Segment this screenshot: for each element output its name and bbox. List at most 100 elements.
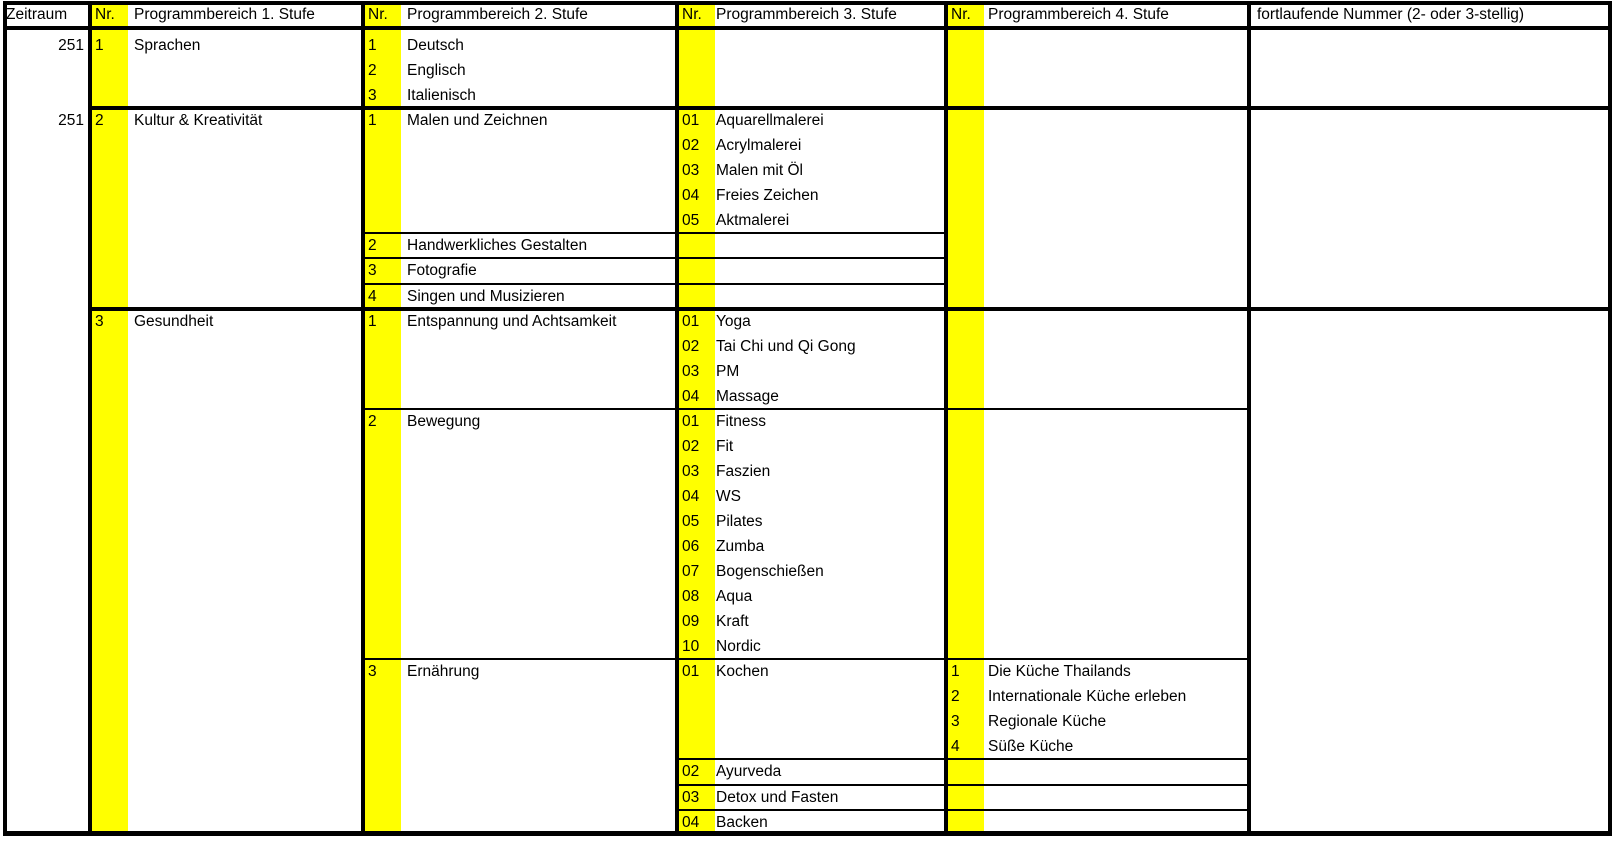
header-fortlaufende-nummer[interactable]: fortlaufende Nummer (2- oder 3-stellig): [1257, 6, 1525, 23]
cell-nr-stufe3[interactable]: 05: [682, 212, 700, 230]
cell-label-stufe2[interactable]: Englisch: [407, 62, 466, 80]
cell-nr-stufe2[interactable]: 2: [368, 412, 377, 430]
cell-nr-stufe3[interactable]: 01: [682, 663, 700, 681]
cell-label-stufe3[interactable]: Ayurveda: [716, 763, 782, 781]
cell-nr-stufe3[interactable]: 03: [682, 362, 700, 380]
grid-border-col-fortlaufend: [1247, 1, 1251, 836]
cell-nr-stufe3[interactable]: 02: [682, 137, 700, 155]
cell-label-stufe3[interactable]: Massage: [716, 387, 779, 405]
cell-label-stufe3[interactable]: Malen mit Öl: [716, 162, 803, 180]
cell-nr-stufe2[interactable]: 1: [368, 112, 377, 130]
cell-label-stufe3[interactable]: Aktmalerei: [716, 212, 790, 230]
highlight-column-nr-1: [92, 5, 128, 832]
cell-label-stufe3[interactable]: Acrylmalerei: [716, 137, 802, 155]
cell-label-stufe2[interactable]: Malen und Zeichnen: [407, 112, 548, 130]
cell-label-stufe2[interactable]: Bewegung: [407, 412, 481, 430]
cell-nr-stufe4[interactable]: 1: [951, 663, 960, 681]
cell-nr-stufe3[interactable]: 01: [682, 312, 700, 330]
header-nr-4[interactable]: Nr.: [951, 6, 971, 23]
cell-nr-stufe3[interactable]: 09: [682, 613, 700, 631]
cell-nr-stufe3[interactable]: 03: [682, 462, 700, 480]
cell-label-stufe2[interactable]: Fotografie: [407, 262, 477, 280]
cell-label-stufe3[interactable]: Tai Chi und Qi Gong: [716, 337, 856, 355]
cell-nr-stufe4[interactable]: 2: [951, 688, 960, 706]
cell-nr-stufe3[interactable]: 03: [682, 788, 700, 806]
cell-label-stufe2[interactable]: Deutsch: [407, 37, 464, 54]
row-divider-stufe3: [675, 758, 1250, 761]
cell-nr-stufe3[interactable]: 05: [682, 512, 700, 530]
cell-label-stufe3[interactable]: Fit: [716, 437, 734, 455]
header-programmbereich-2[interactable]: Programmbereich 2. Stufe: [407, 6, 588, 23]
cell-nr-stufe4[interactable]: 4: [951, 738, 960, 756]
cell-nr-stufe1[interactable]: 1: [95, 37, 104, 54]
row-divider-stufe2: [361, 658, 1250, 661]
cell-nr-stufe3[interactable]: 03: [682, 162, 700, 180]
cell-nr-stufe3[interactable]: 07: [682, 563, 700, 581]
cell-label-stufe4[interactable]: Regionale Küche: [988, 713, 1107, 731]
cell-nr-stufe3[interactable]: 01: [682, 112, 700, 130]
cell-label-stufe3[interactable]: Faszien: [716, 462, 771, 480]
cell-label-stufe3[interactable]: Freies Zeichen: [716, 187, 819, 205]
cell-nr-stufe1[interactable]: 3: [95, 312, 104, 330]
row-divider-stufe2: [361, 407, 1250, 410]
cell-label-stufe2[interactable]: Italienisch: [407, 87, 476, 105]
header-nr-2[interactable]: Nr.: [368, 6, 388, 23]
cell-label-stufe4[interactable]: Die Küche Thailands: [988, 663, 1131, 681]
cell-nr-stufe2[interactable]: 3: [368, 87, 377, 105]
cell-label-stufe3[interactable]: Kochen: [716, 663, 769, 681]
cell-label-stufe1[interactable]: Kultur & Kreativität: [134, 112, 263, 130]
cell-label-stufe3[interactable]: Detox und Fasten: [716, 788, 839, 806]
header-programmbereich-1[interactable]: Programmbereich 1. Stufe: [134, 6, 315, 23]
grid-border-left: [3, 1, 7, 836]
cell-nr-stufe2[interactable]: 1: [368, 312, 377, 330]
cell-nr-stufe3[interactable]: 02: [682, 437, 700, 455]
cell-zeitraum[interactable]: 251: [58, 37, 84, 54]
header-programmbereich-3[interactable]: Programmbereich 3. Stufe: [716, 6, 897, 23]
cell-nr-stufe3[interactable]: 06: [682, 538, 700, 555]
cell-label-stufe3[interactable]: Fitness: [716, 412, 766, 430]
cell-nr-stufe3[interactable]: 04: [682, 813, 700, 831]
cell-nr-stufe2[interactable]: 4: [368, 287, 377, 305]
cell-nr-stufe3[interactable]: 04: [682, 487, 700, 505]
cell-nr-stufe4[interactable]: 3: [951, 713, 960, 731]
cell-nr-stufe3[interactable]: 04: [682, 187, 700, 205]
cell-nr-stufe3[interactable]: 02: [682, 337, 700, 355]
cell-label-stufe3[interactable]: Nordic: [716, 638, 761, 656]
cell-nr-stufe2[interactable]: 1: [368, 37, 377, 54]
header-zeitraum[interactable]: Zeitraum: [6, 6, 68, 23]
cell-label-stufe4[interactable]: Internationale Küche erleben: [988, 688, 1187, 706]
cell-label-stufe3[interactable]: Aquarellmalerei: [716, 112, 824, 130]
cell-label-stufe3[interactable]: Yoga: [716, 312, 751, 330]
cell-label-stufe3[interactable]: Backen: [716, 813, 768, 831]
header-nr-3[interactable]: Nr.: [682, 6, 702, 23]
cell-label-stufe1[interactable]: Gesundheit: [134, 312, 214, 330]
cell-zeitraum[interactable]: 251: [58, 112, 84, 130]
cell-label-stufe3[interactable]: Bogenschießen: [716, 563, 824, 581]
cell-nr-stufe3[interactable]: 10: [682, 638, 700, 656]
highlight-column-nr-3: [679, 5, 715, 832]
cell-label-stufe3[interactable]: Kraft: [716, 613, 749, 631]
cell-nr-stufe2[interactable]: 3: [368, 663, 377, 681]
cell-label-stufe3[interactable]: WS: [716, 487, 741, 505]
cell-nr-stufe2[interactable]: 3: [368, 262, 377, 280]
cell-nr-stufe2[interactable]: 2: [368, 62, 377, 80]
cell-label-stufe3[interactable]: Zumba: [716, 538, 765, 555]
cell-label-stufe2[interactable]: Entspannung und Achtsamkeit: [407, 312, 617, 330]
cell-label-stufe3[interactable]: PM: [716, 362, 740, 380]
cell-nr-stufe3[interactable]: 04: [682, 387, 700, 405]
cell-label-stufe2[interactable]: Ernährung: [407, 663, 480, 681]
header-programmbereich-4[interactable]: Programmbereich 4. Stufe: [988, 6, 1169, 23]
cell-label-stufe2[interactable]: Singen und Musizieren: [407, 287, 565, 305]
row-divider-stufe3: [675, 783, 1250, 786]
header-nr-1[interactable]: Nr.: [95, 6, 115, 23]
cell-label-stufe4[interactable]: Süße Küche: [988, 738, 1074, 756]
cell-nr-stufe2[interactable]: 2: [368, 237, 377, 255]
cell-label-stufe3[interactable]: Pilates: [716, 512, 763, 530]
cell-nr-stufe3[interactable]: 08: [682, 588, 700, 606]
cell-nr-stufe3[interactable]: 01: [682, 412, 700, 430]
cell-label-stufe3[interactable]: Aqua: [716, 588, 753, 606]
cell-label-stufe2[interactable]: Handwerkliches Gestalten: [407, 237, 588, 255]
cell-label-stufe1[interactable]: Sprachen: [134, 37, 201, 54]
cell-nr-stufe1[interactable]: 2: [95, 112, 104, 130]
cell-nr-stufe3[interactable]: 02: [682, 763, 700, 781]
